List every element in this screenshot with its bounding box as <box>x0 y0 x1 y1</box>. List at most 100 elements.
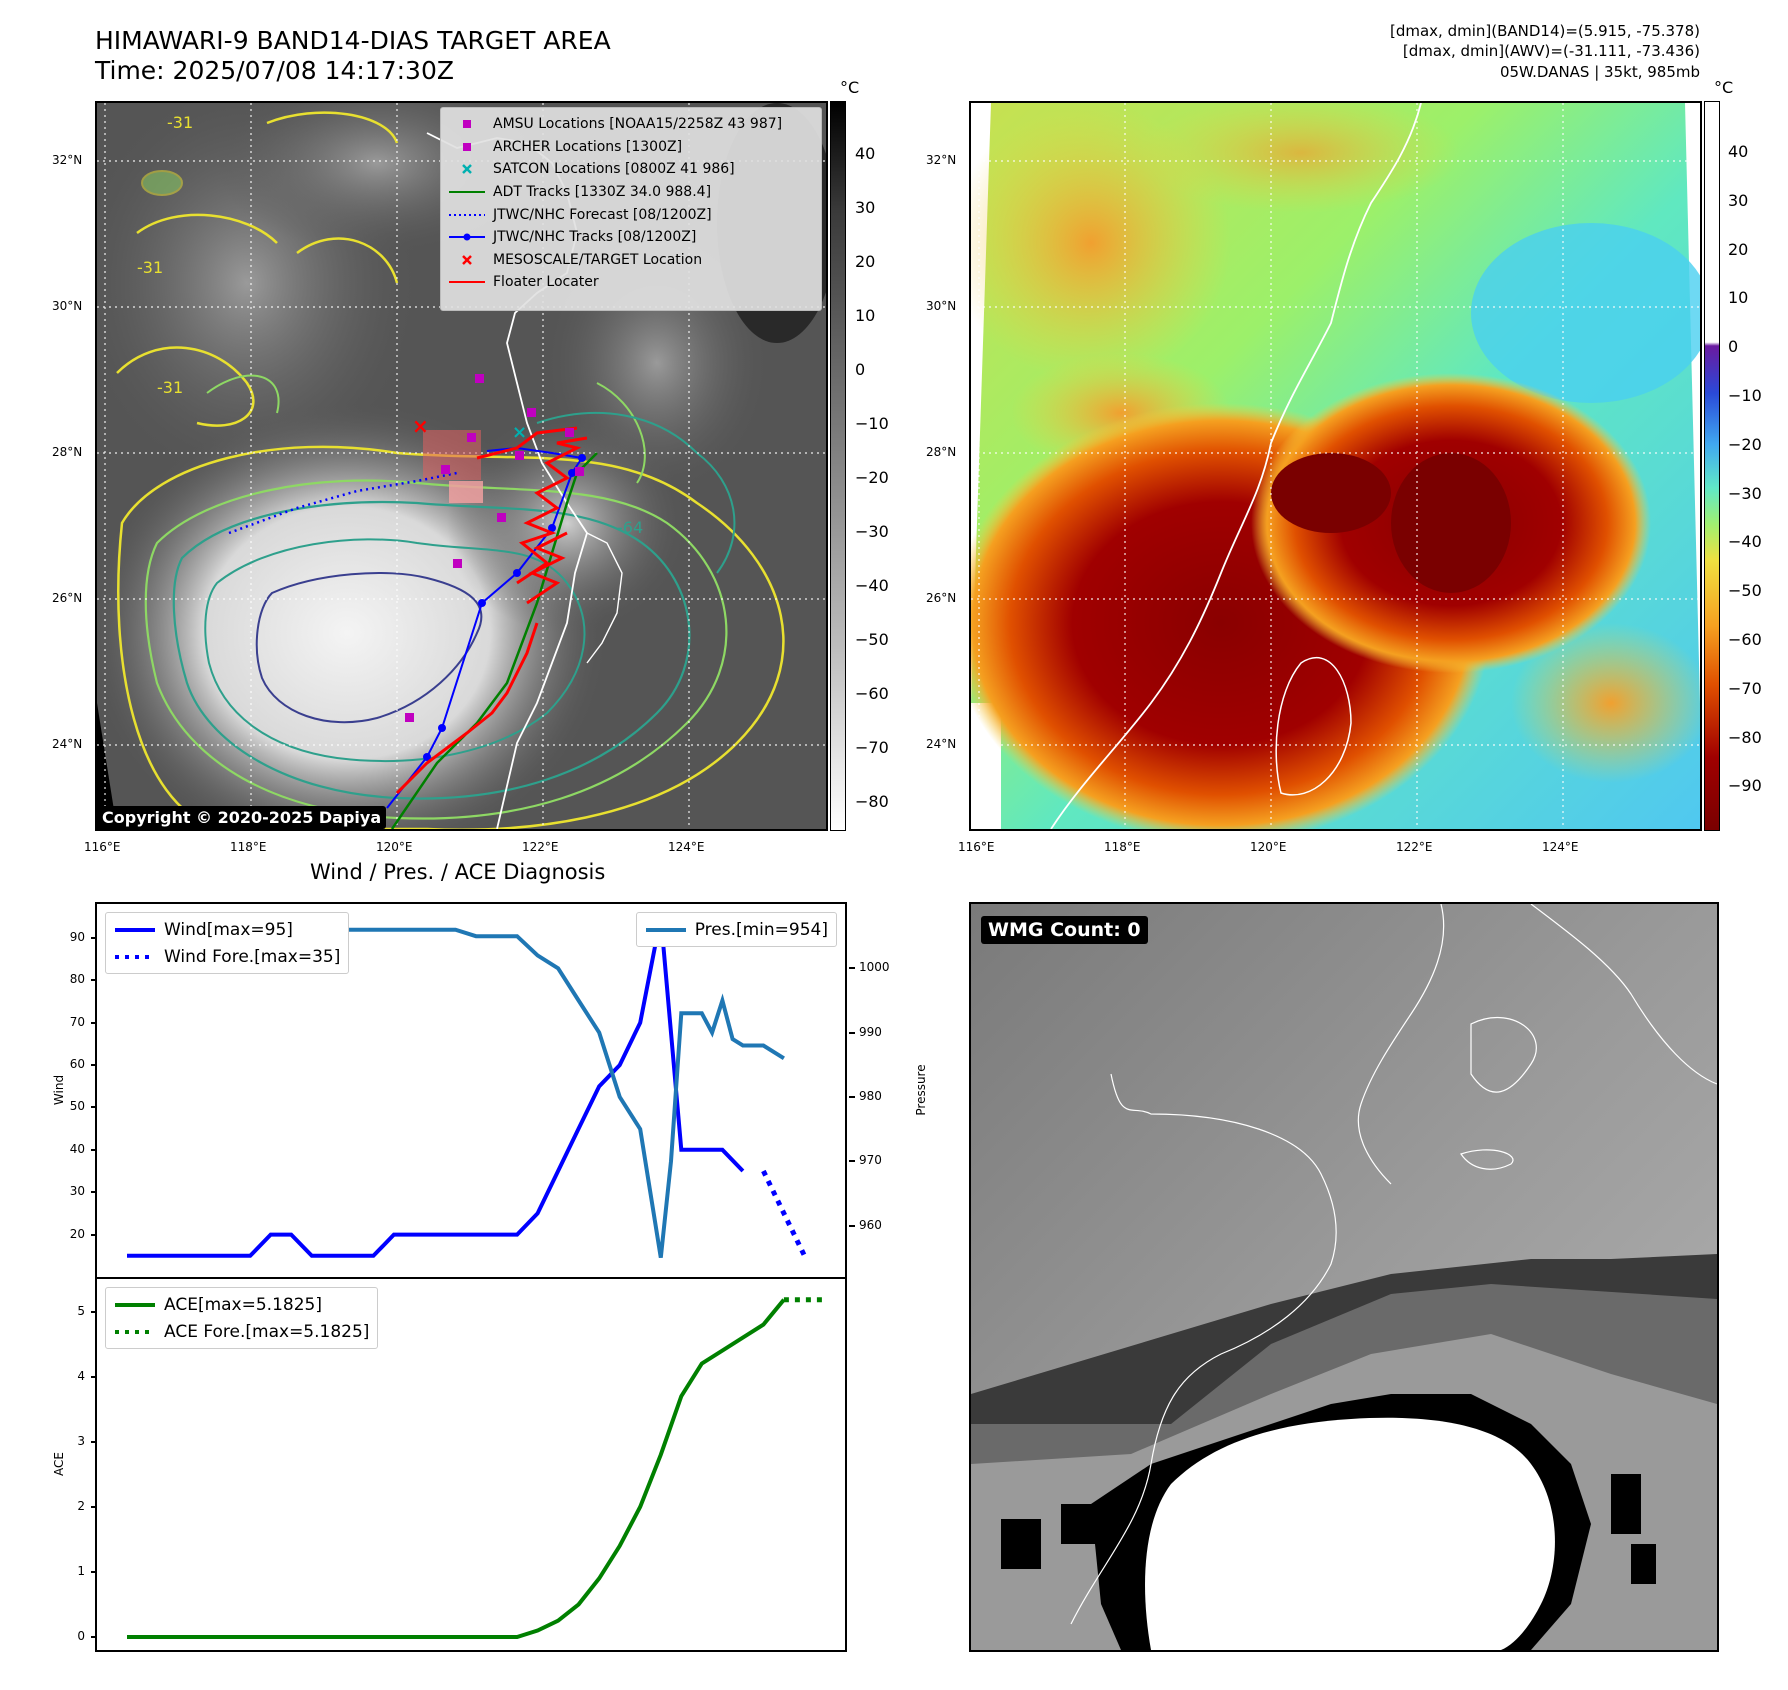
colorbar-tick: −60 <box>1728 630 1762 649</box>
band14-map-panel: -31 -31 -31 -64 <box>95 101 828 831</box>
lat-label: 28°N <box>52 445 83 459</box>
axis-tick-label: 0 <box>77 1628 85 1643</box>
axis-tick-label: 970 <box>859 1153 882 1168</box>
axis-tick-mark <box>849 1031 855 1034</box>
axis-tick-mark <box>91 1505 97 1508</box>
axis-tick-label: 20 <box>69 1226 85 1241</box>
axis-tick-label: 1 <box>77 1563 85 1578</box>
colorbar-left <box>830 101 846 831</box>
diagnosis-title: Wind / Pres. / ACE Diagnosis <box>310 860 606 884</box>
lat-label: 32°N <box>52 153 83 167</box>
axis-tick-mark <box>849 1160 855 1163</box>
meta-storm: 05W.DANAS | 35kt, 985mb <box>1499 63 1700 81</box>
contour-label: -31 <box>167 113 193 132</box>
legend-label: JTWC/NHC Tracks [08/1200Z] <box>493 229 697 246</box>
colorbar-tick: −30 <box>855 522 889 541</box>
colorbar-tick: −50 <box>1728 581 1762 601</box>
awv-map-panel <box>969 101 1702 831</box>
colorbar-tick: 0 <box>855 360 866 379</box>
legend-symbol <box>106 1327 164 1337</box>
axis-tick-mark <box>91 1148 97 1151</box>
lon-label: 124°E <box>668 840 705 854</box>
svg-text:×: × <box>412 414 429 438</box>
colorbar-tick: −10 <box>855 414 889 433</box>
colorbar-tick: −10 <box>1728 386 1762 405</box>
axis-tick-label: 50 <box>69 1099 85 1114</box>
colorbar-tick: −80 <box>855 792 889 811</box>
colorbar-right-unit: °C <box>1714 78 1734 97</box>
axis-tick-mark <box>91 1635 97 1638</box>
wind-pressure-chart: Wind[max=95] Wind Fore.[max=35] Pres.[min… <box>95 902 847 1279</box>
legend-label: ACE Fore.[max=5.1825] <box>164 1321 370 1342</box>
lon-label: 122°E <box>522 840 559 854</box>
axis-tick-label: 1000 <box>859 960 890 975</box>
axis-tick-label: 980 <box>859 1088 882 1103</box>
meta-band14: [dmax, dmin](BAND14)=(5.915, -75.378) <box>1389 22 1700 40</box>
axis-tick-mark <box>91 1064 97 1067</box>
lon-label: 120°E <box>1250 840 1287 854</box>
ace-chart: ACE[max=5.1825] ACE Fore.[max=5.1825] <box>95 1277 847 1652</box>
legend-entry: Wind Fore.[max=35] <box>106 943 340 970</box>
axis-tick-mark <box>91 1106 97 1109</box>
y-axis-label-right: Pressure <box>914 1063 928 1116</box>
colorbar-tick: −40 <box>855 576 889 595</box>
legend-symbol <box>441 185 493 199</box>
wind-legend: Wind[max=95] Wind Fore.[max=35] <box>105 912 350 974</box>
colorbar-tick: −30 <box>1728 483 1762 503</box>
contour-label: -31 <box>137 258 163 277</box>
legend-symbol <box>441 117 493 131</box>
map-legend: AMSU Locations [NOAA15/2258Z 43 987] ARCH… <box>440 107 822 311</box>
series-line-0 <box>127 916 745 1258</box>
copyright-badge: Copyright © 2020-2025 Dapiya <box>97 806 387 829</box>
lat-label: 30°N <box>52 299 83 313</box>
axis-tick-label: 4 <box>77 1368 85 1383</box>
colorbar-tick: −90 <box>1728 776 1762 796</box>
legend-entry: ADT Tracks [1330Z 34.0 988.4] <box>441 181 821 204</box>
axis-tick-mark <box>91 1310 97 1313</box>
colorbar-tick: −70 <box>855 738 889 757</box>
legend-symbol <box>106 1300 164 1310</box>
colorbar-tick: 10 <box>855 306 876 325</box>
y-axis-label: Wind <box>52 1074 66 1105</box>
legend-label: ADT Tracks [1330Z 34.0 988.4] <box>493 184 712 201</box>
legend-label: JTWC/NHC Forecast [08/1200Z] <box>493 206 712 223</box>
contour-label: -31 <box>157 378 183 397</box>
legend-symbol <box>637 925 695 935</box>
colorbar-tick: −80 <box>1728 727 1762 747</box>
legend-symbol <box>441 230 493 244</box>
colorbar-tick: 0 <box>1728 337 1739 357</box>
axis-tick-label: 90 <box>69 929 85 944</box>
legend-label: Pres.[min=954] <box>694 919 828 940</box>
ace-legend: ACE[max=5.1825] ACE Fore.[max=5.1825] <box>105 1287 379 1349</box>
legend-symbol <box>441 162 493 176</box>
y-axis-label: ACE <box>52 1451 66 1476</box>
lat-label: 28°N <box>926 445 957 459</box>
legend-label: Floater Locater <box>493 274 599 291</box>
colorbar-tick: 20 <box>855 252 876 271</box>
colorbar-tick: 40 <box>1728 142 1749 161</box>
axis-tick-label: 40 <box>69 1141 85 1156</box>
legend-entry: MESOSCALE/TARGET Location <box>441 249 821 272</box>
ace-plot <box>127 1297 825 1639</box>
colorbar-tick: −50 <box>855 630 889 649</box>
lon-label: 122°E <box>1396 840 1433 854</box>
axis-tick-label: 80 <box>69 972 85 987</box>
lat-label: 30°N <box>926 299 957 313</box>
axis-tick-label: 2 <box>77 1498 85 1513</box>
meta-awv: [dmax, dmin](AWV)=(-31.111, -73.436) <box>1402 42 1700 60</box>
lat-label: 26°N <box>52 591 83 605</box>
svg-text:×: × <box>512 422 527 443</box>
colorbar-tick: −60 <box>855 684 889 703</box>
axis-tick-mark <box>849 1224 855 1227</box>
colorbar-tick: 40 <box>855 144 876 163</box>
legend-entry: SATCON Locations [0800Z 41 986] <box>441 158 821 181</box>
axis-tick-label: 960 <box>859 1217 882 1232</box>
colorbar-tick: −20 <box>1728 434 1762 454</box>
legend-label: Wind[max=95] <box>164 919 293 940</box>
colorbar-tick: 30 <box>855 198 876 217</box>
axis-tick-mark <box>91 979 97 982</box>
axis-tick-label: 60 <box>69 1057 85 1072</box>
colorbar-tick: −20 <box>855 468 889 487</box>
colorbar-tick: 10 <box>1728 288 1749 308</box>
legend-label: AMSU Locations [NOAA15/2258Z 43 987] <box>493 116 783 133</box>
